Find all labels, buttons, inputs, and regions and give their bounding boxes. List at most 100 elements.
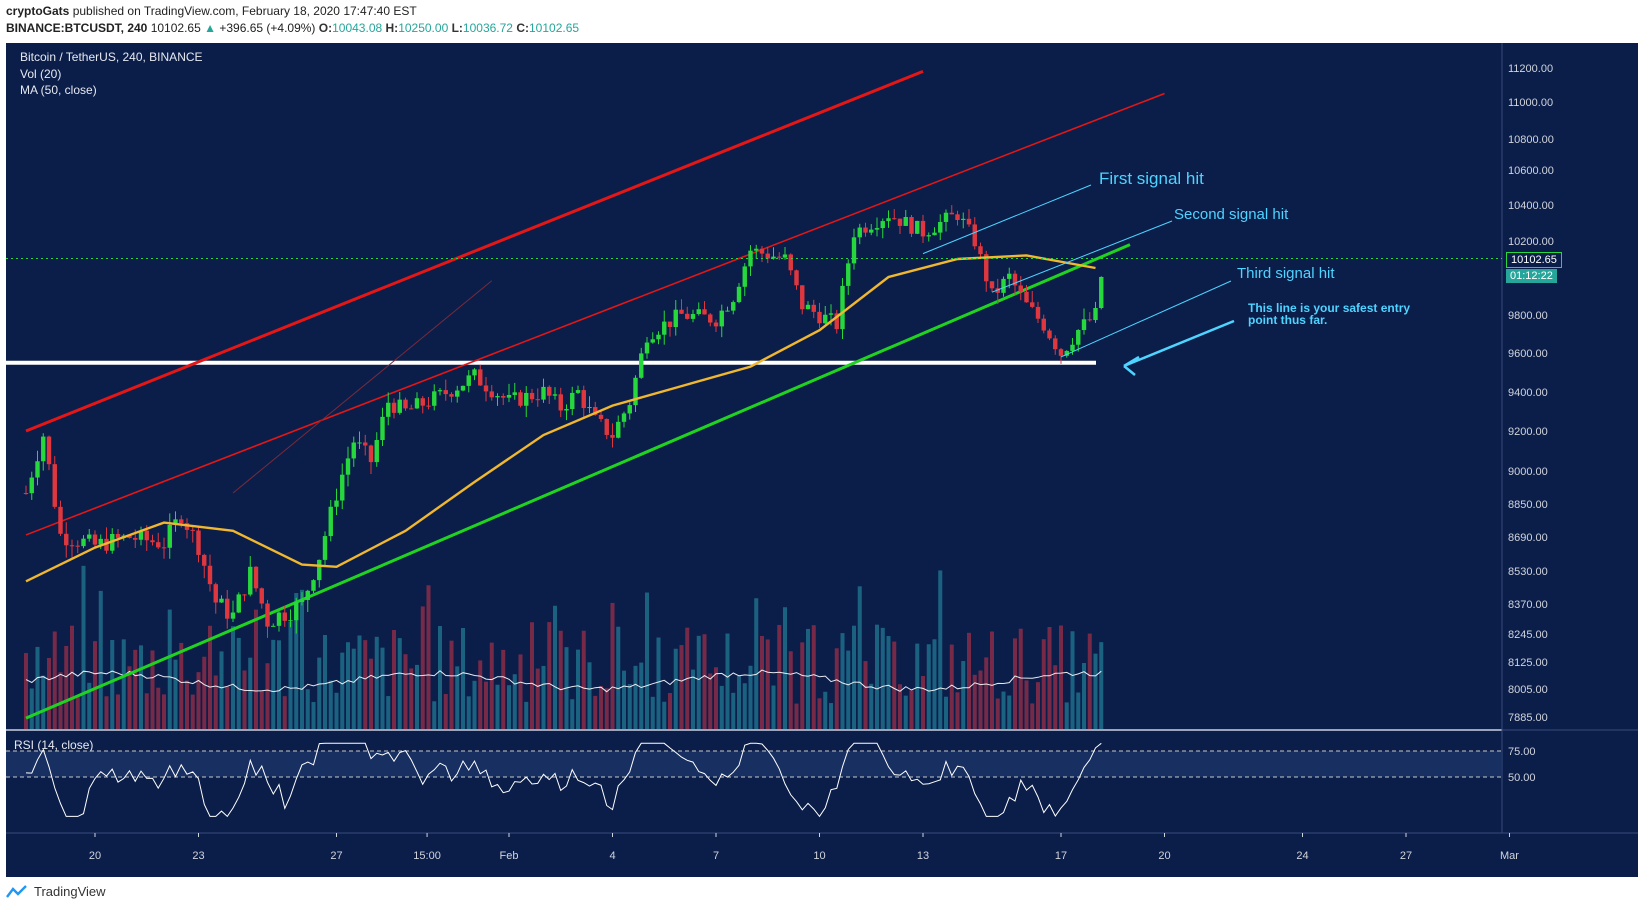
rsi-tick-label: 50.00 <box>1508 772 1536 784</box>
candle-body <box>64 533 69 546</box>
volume-bar <box>167 609 172 729</box>
volume-bar <box>208 625 212 729</box>
candle-body <box>920 220 926 237</box>
candle-body <box>547 386 552 396</box>
volume-bar <box>1076 692 1081 729</box>
candle-body <box>1058 349 1064 356</box>
candle-body <box>512 392 517 395</box>
volume-bar <box>558 630 563 729</box>
footer-brand[interactable]: TradingView <box>34 884 106 899</box>
volume-bar <box>926 644 931 729</box>
candle-body <box>242 594 247 596</box>
volume-bar <box>978 670 983 729</box>
volume-bar <box>909 690 914 729</box>
volume-bar <box>587 662 592 729</box>
time-tick-label: Mar <box>1500 850 1519 862</box>
volume-bar <box>995 698 1000 729</box>
time-tick-label: 27 <box>1400 850 1412 862</box>
volume-bar <box>1018 628 1023 729</box>
price-axis-bg <box>1502 43 1638 833</box>
volume-bar <box>777 624 782 729</box>
change: +396.65 (+4.09%) <box>219 21 316 35</box>
candle-body <box>340 474 345 501</box>
candle-body <box>443 390 448 395</box>
volume-bar <box>811 625 816 729</box>
mid-channel-line <box>25 92 1165 536</box>
price-tick-label: 10800.00 <box>1508 134 1554 146</box>
candle-body <box>955 214 960 220</box>
candle-body <box>524 392 529 406</box>
volume-bar <box>202 656 207 729</box>
volume-bar <box>231 626 235 729</box>
candle-body <box>23 493 29 494</box>
ma50-line <box>25 254 1096 583</box>
author[interactable]: cryptoGats <box>6 4 70 18</box>
volume-bar <box>133 649 138 729</box>
volume-bar <box>616 626 621 729</box>
candle-body <box>437 390 443 392</box>
candle-body <box>949 212 954 215</box>
candle-body <box>978 246 983 255</box>
candle-body <box>1007 273 1012 279</box>
candle-body <box>115 533 121 538</box>
candle-body <box>656 334 661 340</box>
candle-body <box>368 445 374 463</box>
candle-body <box>731 302 736 311</box>
candle-body <box>478 369 483 386</box>
volume-bar <box>1053 665 1058 729</box>
volume-bar <box>449 640 454 729</box>
candle-body <box>857 227 862 238</box>
volume-bar <box>633 665 638 729</box>
volume-bar <box>668 692 672 729</box>
candle-body <box>483 385 489 392</box>
candle-body <box>627 405 632 414</box>
candle-body <box>995 288 1000 293</box>
price-tick-label: 10400.00 <box>1508 200 1554 212</box>
price-tick-label: 7885.00 <box>1508 712 1548 724</box>
volume-bar <box>24 653 28 729</box>
candle-body <box>915 220 920 234</box>
candle-body <box>558 394 563 411</box>
volume-bar <box>714 667 718 729</box>
volume-bar <box>1036 682 1040 729</box>
volume-bar <box>518 654 523 729</box>
volume-bar <box>489 642 494 729</box>
volume-bar <box>708 673 713 729</box>
pointer-first <box>922 184 1092 255</box>
candle-body <box>127 535 132 538</box>
annotation-first-signal: First signal hit <box>1099 169 1204 188</box>
volume-bar <box>604 688 609 729</box>
symbol[interactable]: BINANCE:BTCUSDT, 240 <box>6 21 148 35</box>
close-value: 10102.65 <box>529 21 580 35</box>
volume-bar <box>288 621 293 729</box>
volume-bar <box>29 688 34 729</box>
price-tick-label: 9800.00 <box>1508 310 1548 322</box>
candle-body <box>777 256 782 258</box>
volume-bar <box>254 609 258 729</box>
candle-body <box>805 304 811 310</box>
candle-body <box>265 603 270 627</box>
chart-frame[interactable]: 11200.00 11000.00 10800.00 10600.00 10400.00… <box>6 43 1638 877</box>
volume-bar <box>242 670 247 729</box>
volume-bar <box>955 692 960 729</box>
volume-bar <box>719 685 724 729</box>
volume-bar <box>93 641 97 729</box>
volume-bar <box>547 622 552 729</box>
price-chart[interactable]: 11200.00 11000.00 10800.00 10600.00 10400.00… <box>6 43 1638 877</box>
candle-body <box>886 218 891 222</box>
candle-body <box>403 399 408 409</box>
candle-body <box>92 534 98 545</box>
candle-body <box>219 598 224 603</box>
volume-bar <box>139 645 143 729</box>
volume-bar <box>1041 639 1046 729</box>
candle-body <box>299 599 305 602</box>
candle-body <box>650 339 655 343</box>
faint-diagonal-line <box>232 280 493 494</box>
volume-bar <box>121 639 126 729</box>
price-tick-label: 8005.00 <box>1508 684 1548 696</box>
candle-body <box>29 477 34 494</box>
volume-bar <box>915 643 920 729</box>
volume-bar <box>52 631 57 729</box>
volume-bar <box>972 674 977 729</box>
candle-body <box>1001 278 1006 293</box>
